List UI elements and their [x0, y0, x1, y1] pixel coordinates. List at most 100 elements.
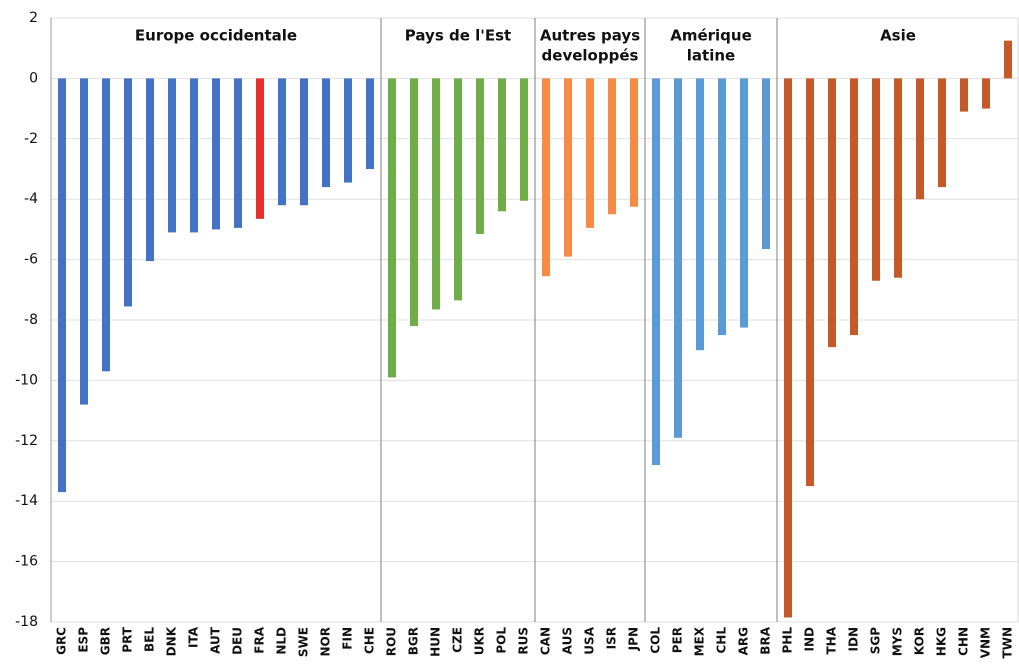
bar: [762, 78, 770, 250]
bar: [586, 78, 594, 228]
x-tick-label: BRA: [759, 626, 773, 654]
x-tick-label: CHN: [957, 627, 971, 656]
x-tick-label: MYS: [891, 627, 905, 656]
bar: [366, 78, 374, 169]
bar: [278, 78, 286, 206]
bar: [432, 78, 440, 310]
y-tick-label: -16: [15, 554, 38, 570]
x-tick-label: CAN: [539, 627, 553, 655]
bar: [212, 78, 220, 230]
bar: [674, 78, 682, 438]
x-tick-label: USA: [583, 626, 597, 654]
y-tick-label: -2: [24, 131, 38, 147]
bar: [806, 78, 814, 487]
x-tick-label: HKG: [935, 627, 949, 656]
bar: [982, 78, 990, 109]
y-tick-label: -10: [15, 372, 38, 388]
x-tick-label: CHL: [715, 627, 729, 654]
bar: [80, 78, 88, 405]
x-tick-label: ITA: [187, 626, 201, 648]
x-tick-label: GRC: [55, 627, 69, 655]
x-tick-label: DNK: [165, 626, 179, 656]
x-tick-label: ISR: [605, 627, 619, 649]
group-label: Pays de l'Est: [405, 27, 511, 45]
bar: [828, 78, 836, 348]
bar: [652, 78, 660, 465]
bar: [102, 78, 110, 372]
y-tick-label: -14: [15, 493, 38, 509]
bar: [960, 78, 968, 112]
bar: [410, 78, 418, 327]
y-tick-label: -6: [24, 252, 38, 268]
y-tick-label: -18: [15, 614, 38, 630]
bar: [740, 78, 748, 328]
x-tick-label: BGR: [407, 627, 421, 655]
x-tick-label: AUS: [561, 627, 575, 654]
bar: [498, 78, 506, 212]
x-tick-label: PHL: [781, 627, 795, 654]
bar: [1004, 40, 1012, 79]
x-tick-label: HUN: [429, 627, 443, 657]
group-label: Europe occidentale: [135, 27, 297, 45]
bar: [696, 78, 704, 351]
bar: [146, 78, 154, 262]
bar: [872, 78, 880, 281]
x-tick-label: FRA: [253, 626, 267, 653]
bar: [938, 78, 946, 188]
bar: [542, 78, 550, 277]
bar: [168, 78, 176, 233]
x-tick-label: RUS: [517, 627, 531, 655]
x-tick-label: CHE: [363, 627, 377, 654]
x-tick-label: FIN: [341, 627, 355, 650]
x-tick-label: TWN: [1001, 627, 1015, 658]
x-tick-label: GBR: [99, 627, 113, 655]
bar: [322, 78, 330, 188]
x-tick-label: ESP: [77, 627, 91, 653]
bar: [344, 78, 352, 183]
y-tick-label: -4: [24, 191, 38, 207]
bar: [850, 78, 858, 336]
x-tick-label: THA: [825, 626, 839, 654]
y-tick-label: -12: [15, 433, 38, 449]
y-tick-label: 2: [29, 10, 38, 26]
x-tick-label: SGP: [869, 627, 883, 654]
x-tick-label: POL: [495, 627, 509, 654]
x-tick-label: IDN: [847, 627, 861, 651]
bar: [58, 78, 66, 493]
x-tick-label: NOR: [319, 627, 333, 656]
x-tick-label: ROU: [385, 627, 399, 656]
group-label: Autres pays: [540, 27, 640, 45]
x-tick-label: VNM: [979, 627, 993, 658]
bar: [256, 78, 264, 219]
x-tick-label: SWE: [297, 627, 311, 657]
bar: [784, 78, 792, 618]
group-label: developpés: [542, 47, 639, 65]
x-tick-label: PER: [671, 627, 685, 653]
x-tick-label: NLD: [275, 627, 289, 655]
x-tick-label: ARG: [737, 627, 751, 655]
bar: [234, 78, 242, 228]
x-tick-label: PRT: [121, 626, 135, 652]
bar: [608, 78, 616, 215]
bar: [718, 78, 726, 336]
x-tick-label: JPN: [627, 627, 641, 651]
bar: [916, 78, 924, 200]
group-label: Asie: [880, 27, 916, 45]
x-tick-label: AUT: [209, 626, 223, 654]
group-label: Amérique: [670, 27, 752, 45]
y-tick-label: 0: [29, 70, 38, 86]
x-tick-label: KOR: [913, 627, 927, 655]
bar: [894, 78, 902, 278]
x-tick-label: CZE: [451, 627, 465, 653]
x-tick-label: MEX: [693, 626, 707, 656]
x-tick-label: BEL: [143, 627, 157, 652]
y-tick-label: -8: [24, 312, 38, 328]
bar: [124, 78, 132, 307]
x-tick-label: UKR: [473, 627, 487, 655]
bar: [630, 78, 638, 207]
bar: [454, 78, 462, 301]
bar: [388, 78, 396, 378]
group-label: latine: [687, 47, 735, 65]
bar: [564, 78, 572, 257]
